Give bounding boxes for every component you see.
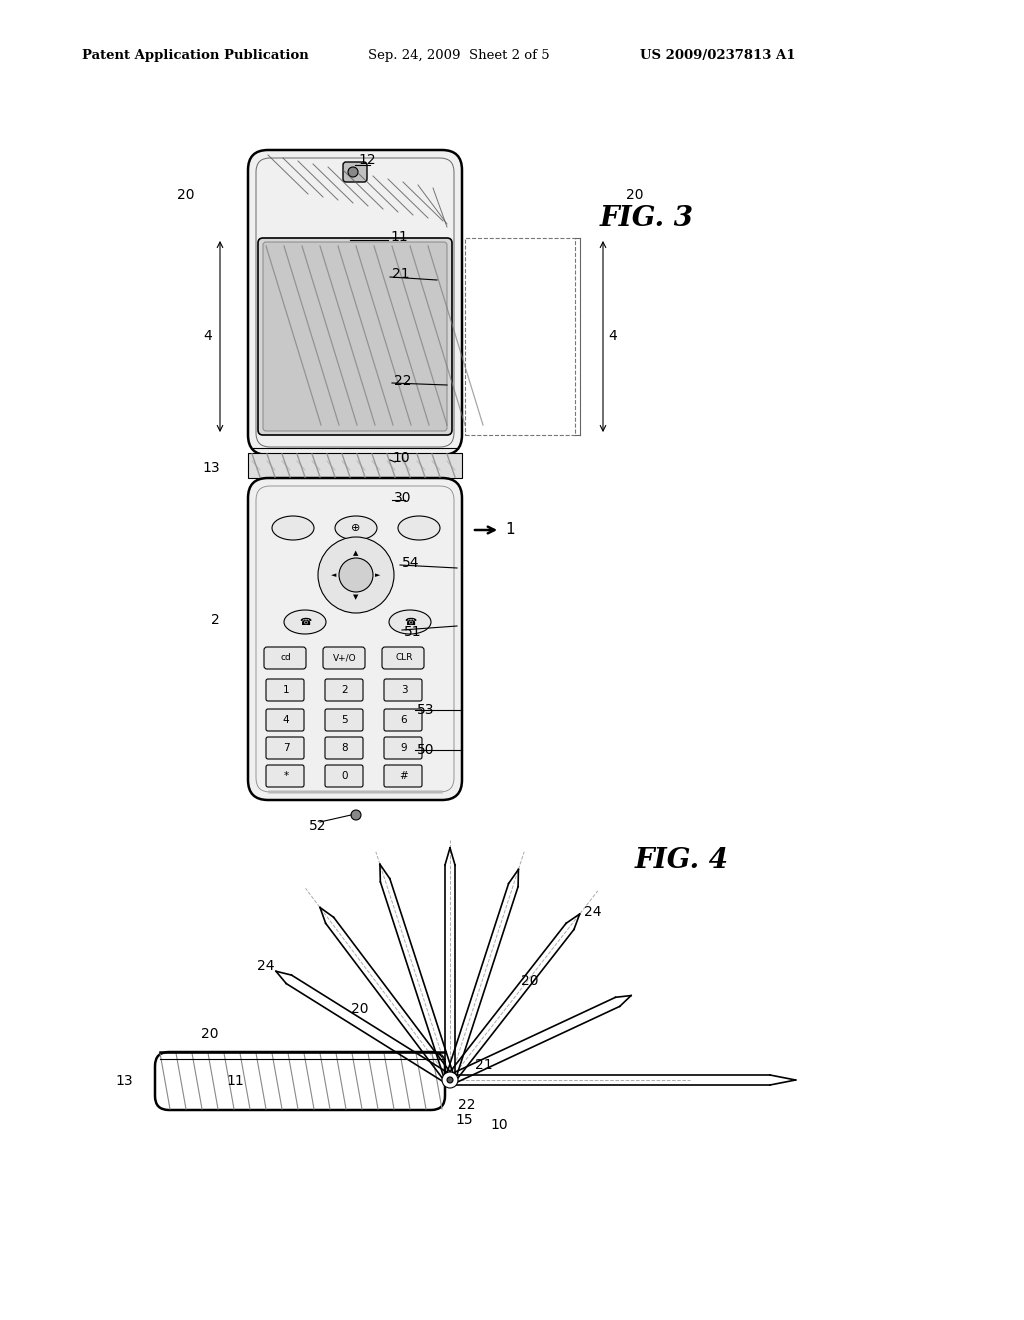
Text: 20: 20 [627, 187, 644, 202]
Text: 22: 22 [458, 1098, 475, 1111]
FancyBboxPatch shape [384, 737, 422, 759]
Text: 2: 2 [211, 612, 220, 627]
Circle shape [447, 1077, 453, 1082]
FancyBboxPatch shape [384, 709, 422, 731]
FancyBboxPatch shape [325, 737, 362, 759]
FancyBboxPatch shape [384, 678, 422, 701]
Text: ☎: ☎ [403, 616, 416, 627]
FancyBboxPatch shape [325, 709, 362, 731]
Text: 4: 4 [203, 330, 212, 343]
Text: 4: 4 [283, 715, 290, 725]
Text: 0: 0 [342, 771, 348, 781]
Text: 7: 7 [283, 743, 290, 752]
Text: 1: 1 [505, 523, 515, 537]
FancyBboxPatch shape [266, 678, 304, 701]
Text: *: * [284, 771, 289, 781]
Text: FIG. 3: FIG. 3 [600, 205, 694, 231]
Text: 4: 4 [608, 330, 616, 343]
FancyBboxPatch shape [266, 737, 304, 759]
FancyBboxPatch shape [382, 647, 424, 669]
Ellipse shape [398, 516, 440, 540]
FancyBboxPatch shape [323, 647, 365, 669]
Text: 51: 51 [404, 624, 422, 639]
Text: ►: ► [376, 572, 381, 578]
Bar [465, 238, 575, 436]
Text: 10: 10 [392, 451, 410, 465]
Ellipse shape [284, 610, 326, 634]
Text: 21: 21 [475, 1059, 493, 1072]
Ellipse shape [335, 516, 377, 540]
FancyBboxPatch shape [325, 766, 362, 787]
FancyBboxPatch shape [258, 238, 452, 436]
Text: 20: 20 [202, 1027, 219, 1041]
Text: 13: 13 [203, 461, 220, 475]
Text: ▼: ▼ [353, 594, 358, 601]
Text: ☎: ☎ [299, 616, 311, 627]
Text: 1: 1 [283, 685, 290, 696]
Text: 20: 20 [521, 974, 539, 989]
Text: 24: 24 [585, 906, 602, 920]
FancyBboxPatch shape [248, 150, 462, 455]
Text: 22: 22 [394, 374, 412, 388]
Text: 52: 52 [309, 818, 327, 833]
FancyBboxPatch shape [343, 162, 367, 182]
FancyBboxPatch shape [155, 1052, 445, 1110]
Circle shape [442, 1072, 458, 1088]
Text: 30: 30 [394, 491, 412, 506]
Text: 3: 3 [400, 685, 408, 696]
Text: #: # [399, 771, 409, 781]
Text: 8: 8 [342, 743, 348, 752]
Circle shape [318, 537, 394, 612]
FancyBboxPatch shape [248, 478, 462, 800]
Text: ◄: ◄ [332, 572, 337, 578]
Text: 15: 15 [455, 1113, 473, 1127]
Ellipse shape [389, 610, 431, 634]
Circle shape [351, 810, 361, 820]
Circle shape [348, 168, 358, 177]
Circle shape [339, 558, 373, 591]
Text: 54: 54 [402, 556, 420, 570]
Text: 9: 9 [400, 743, 408, 752]
Text: 20: 20 [177, 187, 195, 202]
FancyBboxPatch shape [264, 647, 306, 669]
FancyBboxPatch shape [263, 242, 447, 432]
Text: 10: 10 [490, 1118, 508, 1133]
FancyBboxPatch shape [266, 709, 304, 731]
Text: 6: 6 [400, 715, 408, 725]
FancyBboxPatch shape [325, 678, 362, 701]
Text: ▲: ▲ [353, 550, 358, 556]
Text: Patent Application Publication: Patent Application Publication [82, 49, 309, 62]
Text: 50: 50 [417, 743, 434, 756]
Text: 2: 2 [342, 685, 348, 696]
Text: cd: cd [281, 653, 292, 663]
FancyBboxPatch shape [266, 766, 304, 787]
Text: V+/O: V+/O [333, 653, 356, 663]
Text: 11: 11 [226, 1074, 244, 1088]
Text: ⊕: ⊕ [351, 523, 360, 533]
Text: 11: 11 [390, 230, 408, 244]
Text: 21: 21 [392, 267, 410, 281]
Text: US 2009/0237813 A1: US 2009/0237813 A1 [640, 49, 796, 62]
Text: 20: 20 [351, 1002, 369, 1016]
FancyBboxPatch shape [384, 766, 422, 787]
Text: 53: 53 [417, 704, 434, 717]
Text: 24: 24 [257, 960, 274, 973]
Text: 5: 5 [342, 715, 348, 725]
Text: Sep. 24, 2009  Sheet 2 of 5: Sep. 24, 2009 Sheet 2 of 5 [368, 49, 550, 62]
Text: 12: 12 [358, 153, 376, 168]
Bar [248, 453, 462, 478]
Text: 13: 13 [116, 1074, 133, 1088]
Text: CLR: CLR [395, 653, 413, 663]
Ellipse shape [272, 516, 314, 540]
Text: FIG. 4: FIG. 4 [635, 846, 729, 874]
